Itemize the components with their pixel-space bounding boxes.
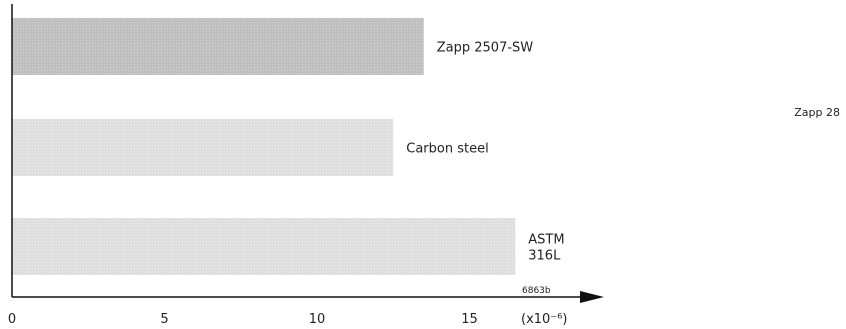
bar-label-2-line-0: ASTM <box>528 233 564 248</box>
bar-texture-2 <box>12 218 516 275</box>
x-tick-label-15: 15 <box>461 312 478 327</box>
bar-label-0: Zapp 2507-SW <box>437 41 534 56</box>
x-tick-label-5: 5 <box>160 312 168 327</box>
bar-texture-1 <box>12 119 394 176</box>
bar-texture-0 <box>12 18 424 75</box>
x-tick-label-0: 0 <box>8 312 16 327</box>
x-tick-label-10: 10 <box>309 312 326 327</box>
bar-label-1: Carbon steel <box>406 142 488 157</box>
bar-label-2-line-1: 316L <box>528 249 561 264</box>
side-label: Zapp 28 <box>794 106 840 119</box>
x-axis-arrowhead <box>580 291 604 303</box>
x-ticks: 0 5 10 15 <box>8 312 478 327</box>
code-label: 6863b <box>522 286 551 296</box>
unit-label: (x10⁻⁶) <box>521 312 567 327</box>
